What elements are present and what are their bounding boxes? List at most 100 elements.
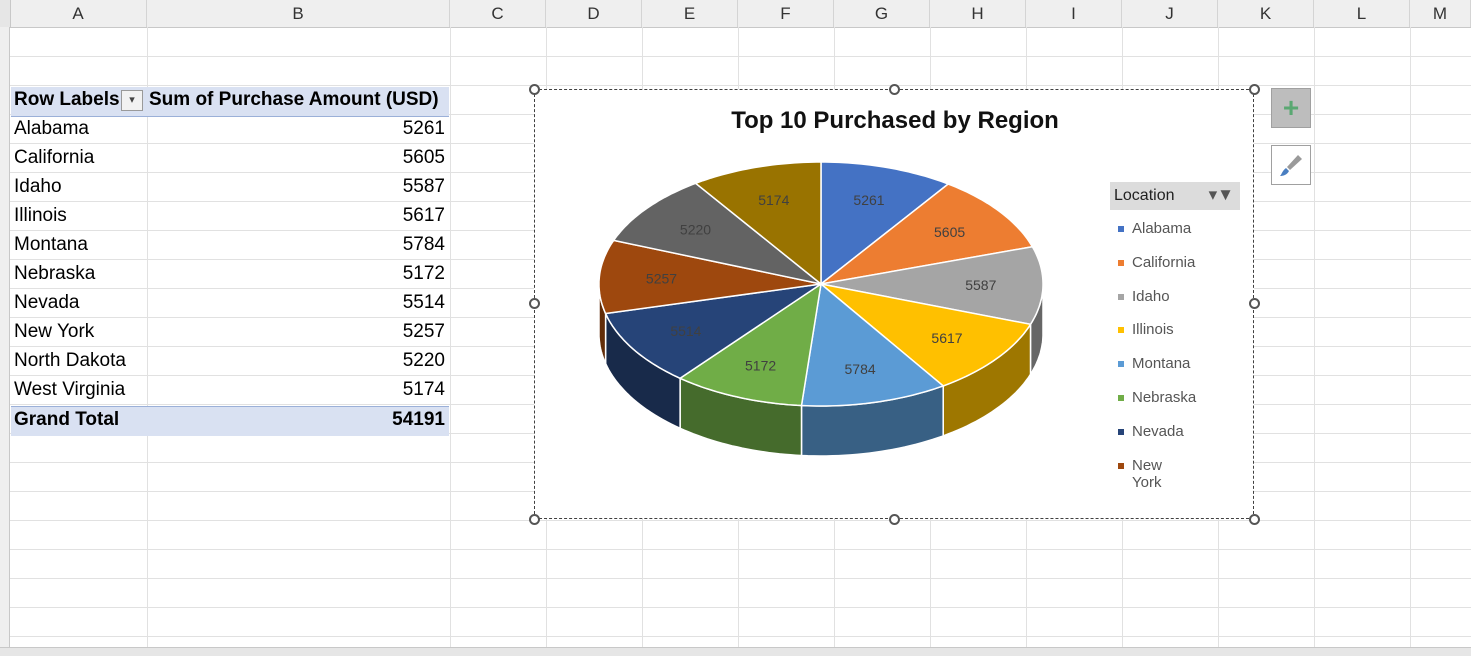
chart-elements-button[interactable]: +: [1271, 88, 1311, 128]
column-header-c[interactable]: C: [450, 0, 546, 27]
resize-handle-ml[interactable]: [529, 298, 540, 309]
legend-label: Nevada: [1132, 422, 1184, 440]
sheet-tab-bar: [0, 647, 1471, 656]
pie-data-label: 5617: [931, 330, 962, 346]
legend-field-button[interactable]: Location ▾▼: [1110, 182, 1240, 210]
pivot-row-label: North Dakota: [14, 350, 126, 371]
pivot-row[interactable]: Nevada 5514: [11, 290, 449, 319]
pivot-row[interactable]: West Virginia 5174: [11, 377, 449, 406]
pivot-row[interactable]: Alabama 5261: [11, 116, 449, 145]
legend-label: Alabama: [1132, 220, 1192, 237]
grid-column-line: [450, 27, 451, 647]
pivot-row-value: 5514: [402, 292, 445, 313]
grid-row-line: [10, 549, 1471, 550]
grid-column-line: [147, 27, 148, 647]
pivot-row[interactable]: Nebraska 5172: [11, 261, 449, 290]
column-header-h[interactable]: H: [930, 0, 1026, 27]
legend-title: Location: [1114, 187, 1175, 204]
pie-slice[interactable]: [820, 245, 1044, 326]
pivot-row-label: Nevada: [14, 292, 80, 313]
grid-row-line: [10, 56, 1471, 57]
pie-slice[interactable]: [612, 182, 822, 285]
pivot-row[interactable]: Illinois 5617: [11, 203, 449, 232]
column-header-f[interactable]: F: [738, 0, 834, 27]
grid-column-line: [1410, 27, 1411, 647]
pie-slice[interactable]: [820, 283, 1032, 387]
grid-row-line: [10, 578, 1471, 579]
column-header-g[interactable]: G: [834, 0, 930, 27]
pivot-row-label: Idaho: [14, 176, 62, 197]
pie-slice[interactable]: [820, 161, 950, 286]
resize-handle-mr[interactable]: [1249, 298, 1260, 309]
grand-total-label: Grand Total: [14, 409, 120, 430]
legend-swatch: [1118, 361, 1124, 368]
pie-slice[interactable]: [800, 282, 945, 407]
row-header-bar: [0, 27, 10, 647]
column-header-i[interactable]: I: [1026, 0, 1122, 27]
column-header-b[interactable]: B: [147, 0, 450, 27]
pie-data-label: 5514: [670, 323, 701, 339]
column-header-j[interactable]: J: [1122, 0, 1218, 27]
chart-styles-brush-icon: [1280, 155, 1302, 176]
pivot-row-label: Alabama: [14, 118, 89, 139]
legend-swatch: [1118, 462, 1124, 469]
grand-total-row: Grand Total 54191: [11, 406, 449, 436]
column-header-m[interactable]: M: [1410, 0, 1471, 27]
pivot-row-value: 5605: [402, 147, 445, 168]
legend-swatch: [1118, 293, 1124, 300]
pie-slice[interactable]: [604, 283, 822, 380]
column-header-e[interactable]: E: [642, 0, 738, 27]
column-header-k[interactable]: K: [1218, 0, 1314, 27]
pie-slice[interactable]: [694, 161, 822, 286]
sum-header: Sum of Purchase Amount (USD): [149, 89, 439, 110]
pivot-row[interactable]: Idaho 5587: [11, 174, 449, 203]
legend-label: New York: [1132, 456, 1163, 491]
resize-handle-tl[interactable]: [529, 84, 540, 95]
legend-label: Nebraska: [1132, 389, 1197, 406]
resize-handle-bc[interactable]: [889, 514, 900, 525]
pie-slice[interactable]: [598, 239, 822, 315]
legend-label: California: [1132, 253, 1196, 271]
pivot-row-value: 5174: [402, 379, 445, 400]
resize-handle-tc[interactable]: [889, 84, 900, 95]
pivot-header-row: Row Labels ▾ Sum of Purchase Amount (USD…: [11, 87, 449, 117]
resize-handle-tr[interactable]: [1249, 84, 1260, 95]
filter-dropdown-icon[interactable]: ▾: [121, 90, 143, 111]
pie-data-label: 5784: [845, 361, 876, 377]
select-all-corner[interactable]: [0, 0, 11, 27]
pie-data-label: 5587: [965, 277, 996, 293]
legend-label: Illinois: [1132, 321, 1174, 339]
row-labels-header: Row Labels: [14, 89, 120, 110]
chart-title: Top 10 Purchased by Region: [731, 107, 1059, 134]
legend-label: Idaho: [1132, 287, 1170, 305]
pie-chart[interactable]: 5261 5605 5587 5617 5784 5172 5514 5257 5220 5174…: [534, 89, 1254, 519]
pivot-row-value: 5220: [402, 350, 445, 371]
pivot-row-value: 5587: [402, 176, 445, 197]
pie-data-label: 5172: [745, 357, 776, 373]
pie-data-label: 5257: [646, 271, 677, 287]
pie-data-label: 5220: [680, 222, 711, 238]
pie-chart-plot: 5261 5605 5587 5617 5784 5172 5514 5257 5220 5174: [598, 161, 1044, 457]
grid-row-line: [10, 607, 1471, 608]
pivot-row-label: California: [14, 147, 95, 168]
pivot-row-label: West Virginia: [14, 379, 126, 400]
grand-total-value: 54191: [392, 409, 445, 430]
pivot-row-label: Nebraska: [14, 263, 96, 284]
pivot-row[interactable]: New York 5257: [11, 319, 449, 348]
column-header-l[interactable]: L: [1314, 0, 1410, 27]
filter-icon[interactable]: ▾▼: [1208, 185, 1234, 204]
resize-handle-br[interactable]: [1249, 514, 1260, 525]
chart-elements-plus-icon: +: [1282, 92, 1300, 123]
chart-styles-button[interactable]: [1271, 145, 1311, 185]
pivot-row[interactable]: California 5605: [11, 145, 449, 174]
grid-column-line: [1314, 27, 1315, 647]
pie-slice[interactable]: [678, 282, 823, 407]
grid-row-line: [10, 85, 1471, 86]
resize-handle-bl[interactable]: [529, 514, 540, 525]
pivot-row[interactable]: Montana 5784: [11, 232, 449, 261]
legend-swatch: [1118, 428, 1124, 435]
column-header-d[interactable]: D: [546, 0, 642, 27]
column-header-a[interactable]: A: [10, 0, 147, 27]
pie-slice[interactable]: [820, 183, 1034, 285]
pivot-row[interactable]: North Dakota 5220: [11, 348, 449, 377]
